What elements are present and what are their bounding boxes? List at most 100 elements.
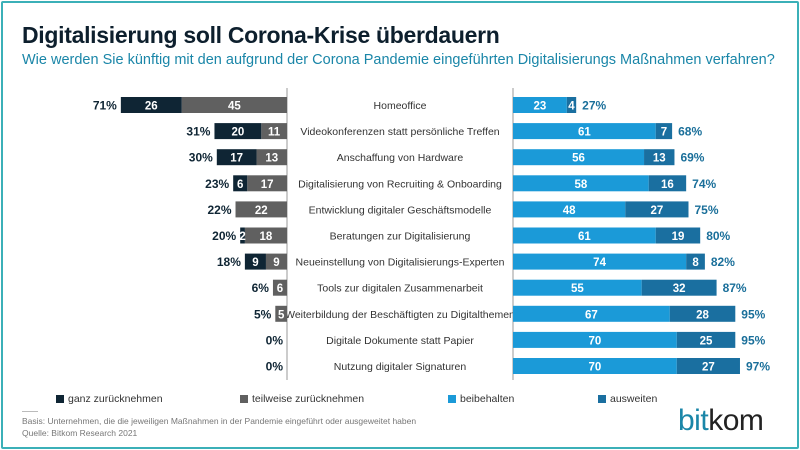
left-total-label: 6% — [252, 281, 270, 295]
category-label: Digitale Dokumente statt Papier — [326, 335, 474, 347]
bar-beibehalten — [513, 175, 649, 192]
bar-ausweiten — [566, 97, 577, 113]
legend-label: ausweiten — [610, 393, 658, 405]
chart-subtitle: Wie werden Sie künftig mit den aufgrund … — [22, 52, 775, 68]
legend-item-ausweiten: ausweiten — [598, 393, 657, 405]
legend-item-teilweise: teilweise zurücknehmen — [240, 393, 364, 405]
bar-value-label: 23 — [534, 101, 547, 113]
footer-divider — [22, 411, 38, 412]
right-total-label: 87% — [723, 281, 747, 295]
left-total-label: 20% — [212, 229, 236, 243]
left-total-label: 0% — [266, 360, 284, 374]
bar-value-label: 17 — [230, 153, 243, 165]
bar-value-label: 4 — [568, 101, 575, 113]
bar-value-label: 9 — [273, 257, 279, 269]
bar-value-label: 11 — [268, 127, 281, 139]
bar-teilweise-zurücknehmen — [181, 97, 287, 113]
right-total-label: 82% — [711, 255, 735, 269]
bar-beibehalten — [513, 279, 642, 296]
legend-label: teilweise zurücknehmen — [252, 393, 365, 405]
bar-value-label: 6 — [237, 179, 243, 191]
bar-ausweiten — [686, 253, 705, 270]
bar-value-label: 48 — [563, 205, 576, 217]
bar-value-label: 18 — [260, 231, 273, 243]
bar-value-label: 20 — [231, 127, 244, 139]
category-label: Weiterbildung der Beschäftigten zu Digit… — [285, 309, 515, 321]
left-total-label: 31% — [186, 125, 210, 139]
bar-value-label: 17 — [261, 179, 274, 191]
legend-swatch — [56, 395, 64, 403]
bar-beibehalten — [513, 201, 626, 218]
bar-ausweiten — [648, 175, 687, 192]
bar-ganz-zurücknehmen — [214, 123, 262, 140]
bar-value-label: 67 — [585, 309, 598, 321]
category-label: Digitalisierung von Recruiting & Onboard… — [298, 178, 502, 190]
bar-ausweiten — [655, 123, 673, 140]
category-label: Tools zur digitalen Zusammenarbeit — [317, 283, 483, 295]
bar-value-label: 27 — [651, 205, 664, 217]
bar-value-label: 58 — [574, 179, 587, 191]
right-total-label: 69% — [680, 151, 704, 165]
logo-part: kom — [708, 404, 764, 437]
bar-value-label: 25 — [700, 335, 713, 347]
bar-ausweiten — [669, 305, 736, 322]
footer-source: Quelle: Bitkom Research 2021 — [22, 428, 138, 438]
bar-teilweise-zurücknehmen — [244, 227, 287, 244]
footer-basis: Basis: Unternehmen, die die jeweiligen M… — [22, 416, 417, 426]
bar-beibehalten — [513, 149, 645, 166]
legend-item-beibehalten: beibehalten — [448, 393, 514, 405]
bar-teilweise-zurücknehmen — [272, 279, 287, 296]
bar-value-label: 19 — [672, 231, 685, 243]
bar-value-label: 13 — [265, 153, 278, 165]
right-total-label: 74% — [692, 177, 716, 191]
bar-ausweiten — [625, 201, 689, 218]
bar-ausweiten — [655, 227, 701, 244]
bar-value-label: 70 — [589, 335, 602, 347]
bar-value-label: 6 — [277, 283, 283, 295]
bar-value-label: 8 — [692, 257, 699, 269]
left-total-label: 5% — [254, 307, 272, 321]
bar-value-label: 2 — [239, 231, 245, 243]
right-total-label: 75% — [695, 203, 719, 217]
bar-value-label: 70 — [589, 362, 602, 374]
bar-ganz-zurücknehmen — [244, 253, 266, 270]
bar-beibehalten — [513, 227, 656, 244]
legend-swatch — [240, 395, 248, 403]
left-total-label: 71% — [93, 99, 117, 113]
category-label: Nutzung digitaler Signaturen — [334, 361, 467, 373]
bar-value-label: 61 — [578, 231, 591, 243]
bar-beibehalten — [513, 123, 656, 140]
bar-value-label: 7 — [661, 127, 667, 139]
right-total-label: 95% — [741, 307, 765, 321]
bar-beibehalten — [513, 331, 677, 348]
right-total-label: 97% — [746, 360, 770, 374]
bar-teilweise-zurücknehmen — [235, 201, 287, 218]
bar-beibehalten — [513, 305, 670, 322]
bar-teilweise-zurücknehmen — [275, 305, 287, 322]
legend-swatch — [448, 395, 456, 403]
legend-item-ganz: ganz zurücknehmen — [56, 393, 163, 405]
category-label: Beratungen zur Digitalisierung — [330, 231, 471, 243]
bar-ausweiten — [676, 358, 740, 374]
logo-part: bit — [678, 404, 709, 437]
chart-title: Digitalisierung soll Corona-Krise überda… — [22, 22, 500, 48]
bar-value-label: 27 — [702, 362, 715, 374]
bar-teilweise-zurücknehmen — [265, 253, 287, 270]
bar-value-label: 55 — [571, 283, 584, 295]
bar-value-label: 22 — [255, 205, 268, 217]
left-total-label: 18% — [217, 255, 241, 269]
bar-value-label: 32 — [673, 283, 686, 295]
right-total-label: 27% — [582, 99, 606, 113]
legend-swatch — [598, 395, 606, 403]
bar-value-label: 26 — [145, 101, 158, 113]
left-total-label: 30% — [189, 151, 213, 165]
legend-label: ganz zurücknehmen — [68, 393, 163, 405]
category-label: Homeoffice — [374, 100, 427, 112]
bar-teilweise-zurücknehmen — [256, 149, 287, 166]
category-label: Videokonferenzen statt persönliche Treff… — [300, 126, 499, 138]
bar-value-label: 74 — [593, 257, 606, 269]
bar-value-label: 16 — [661, 179, 674, 191]
bar-ausweiten — [644, 149, 675, 166]
